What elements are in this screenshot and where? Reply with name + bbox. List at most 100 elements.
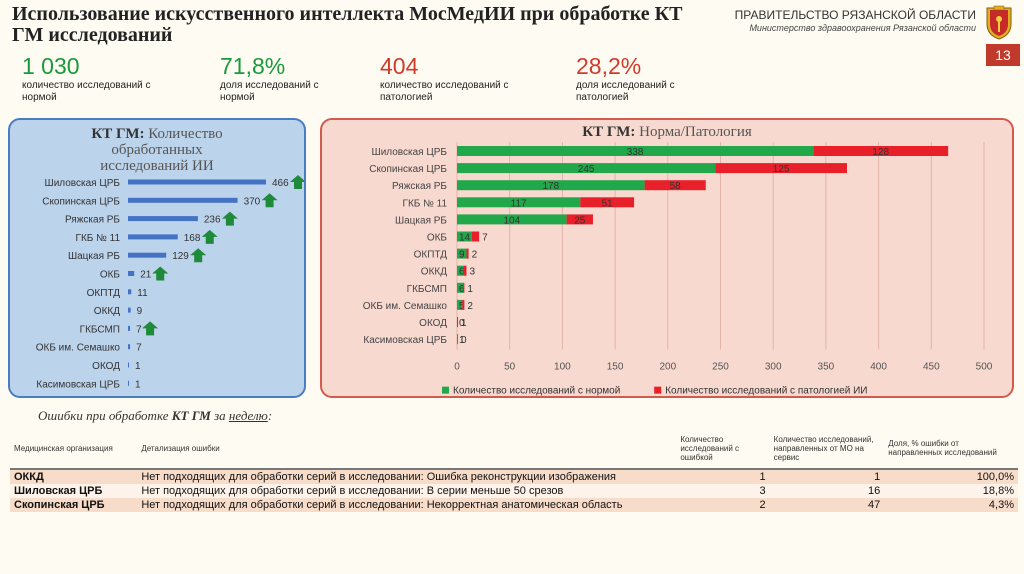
data-label: 7 (136, 324, 142, 335)
bar-normal (457, 197, 581, 208)
x-tick-label: 200 (659, 362, 676, 373)
legend-label: Количество исследований с патологией ИИ (665, 386, 867, 396)
data-label: 2 (467, 301, 473, 312)
trend-up-icon (201, 229, 218, 244)
cell-sent: 16 (769, 484, 885, 498)
bar (128, 197, 238, 203)
legend-swatch (442, 386, 449, 394)
stat-value: 71,8% (220, 53, 286, 79)
data-label: 466 (272, 178, 289, 189)
bar-pathology (471, 231, 480, 242)
page-number: 13 (986, 44, 1020, 66)
stat-value: 1 030 (22, 53, 80, 79)
category-label: Шиловская ЦРБ (372, 147, 448, 158)
bar-normal (457, 265, 464, 276)
stat-label: доля исследований с патологией (576, 80, 675, 103)
category-label: ГКБ № 11 (76, 233, 121, 244)
data-label: 1 (135, 361, 141, 372)
bar-normal (457, 214, 567, 225)
bar-normal (457, 180, 645, 191)
category-label: ОКБ им. Семашко (363, 301, 448, 312)
bar (128, 216, 198, 222)
processed-count-chart: Шиловская ЦРБ 466 Скопинская ЦРБ 370 Ряжская… (36, 175, 304, 390)
data-label: 5 (459, 301, 465, 312)
column-header: Медицинская организация (10, 428, 138, 470)
category-label: ОКОД (419, 318, 447, 329)
processed-count-panel: КТ ГМ: Количество обработанных исследова… (8, 118, 306, 398)
data-label: 104 (503, 215, 520, 226)
norm-pathology-chart: 0 50 100 150 200 250 300 350 400 450 500Шиловская … (363, 142, 993, 396)
errors-heading-period: неделю (228, 408, 268, 423)
errors-heading-mid: за (214, 408, 226, 423)
category-label: Ряжская РБ (392, 181, 447, 192)
data-label: 7 (482, 233, 488, 244)
category-label: Касимовская ЦРБ (363, 335, 447, 346)
stat-value: 28,2% (576, 53, 642, 79)
chart-title-bold: КТ ГМ: (582, 124, 636, 140)
data-label: 129 (172, 251, 189, 262)
category-label: ОКБ (427, 233, 448, 244)
bar-pathology (462, 299, 465, 310)
data-label: 370 (244, 196, 261, 207)
bar (128, 234, 178, 240)
category-label: ОКБ им. Семашко (36, 343, 121, 354)
errors-heading-modality: КТ ГМ (171, 408, 211, 423)
x-tick-label: 100 (554, 362, 571, 373)
category-label: Скопинская ЦРБ (369, 164, 447, 175)
data-label: 21 (140, 270, 152, 281)
bar (128, 252, 167, 258)
errors-heading-suffix: : (267, 408, 273, 423)
legend-swatch (654, 386, 662, 394)
x-tick-label: 450 (923, 362, 940, 373)
bar (128, 271, 135, 276)
bar (128, 179, 266, 185)
trend-up-icon (261, 193, 278, 208)
data-label: 25 (574, 215, 586, 226)
bar (128, 344, 131, 350)
data-label: 58 (670, 181, 682, 192)
x-tick-label: 150 (607, 362, 624, 373)
bar (128, 325, 131, 331)
category-label: ОККД (421, 267, 447, 278)
data-label: 338 (627, 147, 644, 158)
data-label: 3 (469, 267, 475, 278)
bar-pathology (463, 265, 467, 276)
trend-up-icon (142, 321, 159, 336)
stat-pathology-count: 404 количество исследований с патологией (380, 52, 530, 104)
bar-normal (457, 248, 467, 259)
category-label: ОККД (94, 306, 120, 317)
data-label: 1 (459, 335, 465, 346)
data-label: 14 (459, 233, 471, 244)
data-label: 2 (472, 250, 478, 261)
cell-detail: Нет подходящих для обработки серий в исс… (137, 469, 677, 484)
chart-title-rest: Количество обработанных исследований ИИ (100, 126, 223, 174)
trend-up-icon (221, 211, 238, 226)
bar-pathology (466, 248, 469, 259)
bar-normal (457, 146, 814, 156)
stat-label: количество исследований с патологией (380, 80, 509, 103)
legend-label: Количество исследований с нормой (453, 386, 620, 396)
data-label: 245 (578, 164, 595, 175)
cell-errors: 1 (676, 469, 770, 484)
bar-pathology (457, 317, 459, 327)
bar-normal (457, 282, 464, 293)
category-label: Шиловская ЦРБ (45, 178, 121, 189)
data-label: 1 (461, 318, 467, 329)
data-label: 6 (459, 284, 465, 295)
table-row: ОККД Нет подходящих для обработки серий … (10, 469, 1018, 484)
data-label: 7 (136, 343, 142, 354)
data-label: 51 (602, 198, 614, 209)
column-header: Детализация ошибки (137, 428, 677, 470)
category-label: ГКБ № 11 (403, 198, 448, 209)
data-label: 11 (137, 288, 148, 299)
data-label: 9 (137, 306, 143, 317)
data-label: 117 (511, 198, 527, 209)
bar-pathology (463, 282, 465, 293)
column-header: Количество исследований, направленных от… (769, 428, 885, 470)
bar-pathology (580, 197, 635, 208)
category-label: ГКБСМП (407, 284, 447, 295)
category-label: Ряжская РБ (65, 215, 120, 226)
data-label: 236 (204, 215, 221, 226)
column-header: Доля, % ошибки от направленных исследова… (884, 428, 1018, 470)
category-label: Касимовская ЦРБ (36, 379, 120, 390)
